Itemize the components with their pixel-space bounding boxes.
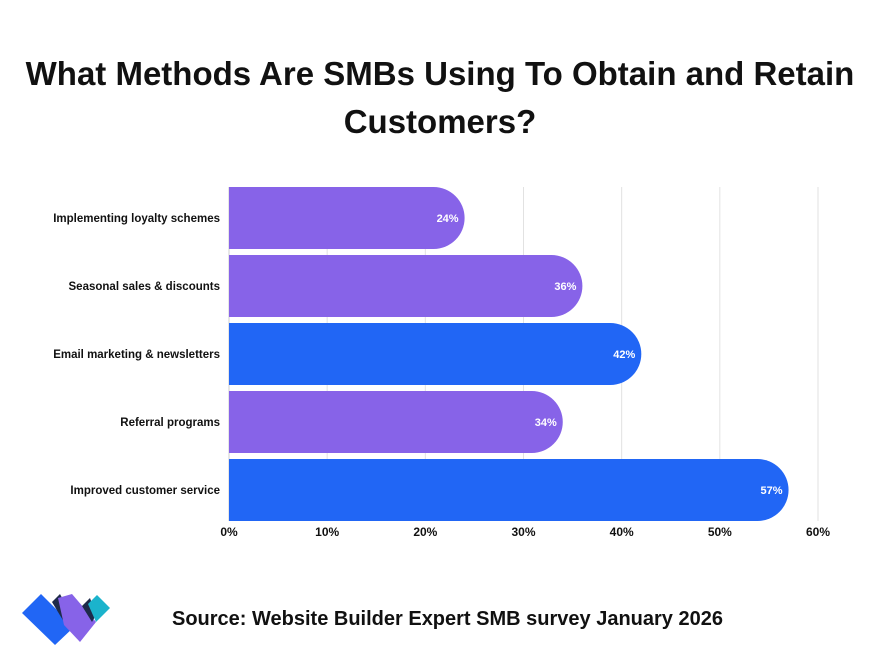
x-tick-label: 0% bbox=[220, 525, 238, 539]
x-tick-label: 30% bbox=[511, 525, 535, 539]
category-label: Seasonal sales & discounts bbox=[69, 281, 220, 293]
bar bbox=[229, 391, 563, 453]
bar bbox=[229, 323, 642, 385]
data-label: 24% bbox=[437, 213, 459, 225]
x-tick-label: 50% bbox=[708, 525, 732, 539]
logo-dark-shape-2 bbox=[82, 598, 96, 622]
category-labels: Implementing loyalty schemes Seasonal sal… bbox=[53, 213, 220, 497]
logo-blue-shape bbox=[22, 594, 74, 645]
data-label: 36% bbox=[554, 281, 576, 293]
x-tick-label: 20% bbox=[413, 525, 437, 539]
x-tick-label: 60% bbox=[806, 525, 830, 539]
bar bbox=[229, 459, 789, 521]
bars: 24% 36% 42% 34% 57% bbox=[229, 187, 789, 521]
x-tick-label: 40% bbox=[610, 525, 634, 539]
chart-title: What Methods Are SMBs Using To Obtain an… bbox=[25, 55, 855, 140]
data-label: 57% bbox=[761, 485, 783, 497]
bar bbox=[229, 187, 465, 249]
x-tick-label: 10% bbox=[315, 525, 339, 539]
bar bbox=[229, 255, 583, 317]
data-label: 42% bbox=[613, 349, 635, 361]
x-tick-labels: 0% 10% 20% 30% 40% 50% 60% bbox=[220, 525, 830, 539]
logo bbox=[22, 594, 110, 645]
category-label: Referral programs bbox=[120, 417, 220, 429]
category-label: Email marketing & newsletters bbox=[53, 349, 220, 361]
logo-teal-shape bbox=[88, 595, 110, 622]
category-label: Implementing loyalty schemes bbox=[53, 213, 220, 225]
data-label: 34% bbox=[535, 417, 557, 429]
logo-purple-shape bbox=[58, 594, 96, 642]
source-note: Source: Website Builder Expert SMB surve… bbox=[172, 608, 723, 630]
category-label: Improved customer service bbox=[70, 485, 220, 497]
